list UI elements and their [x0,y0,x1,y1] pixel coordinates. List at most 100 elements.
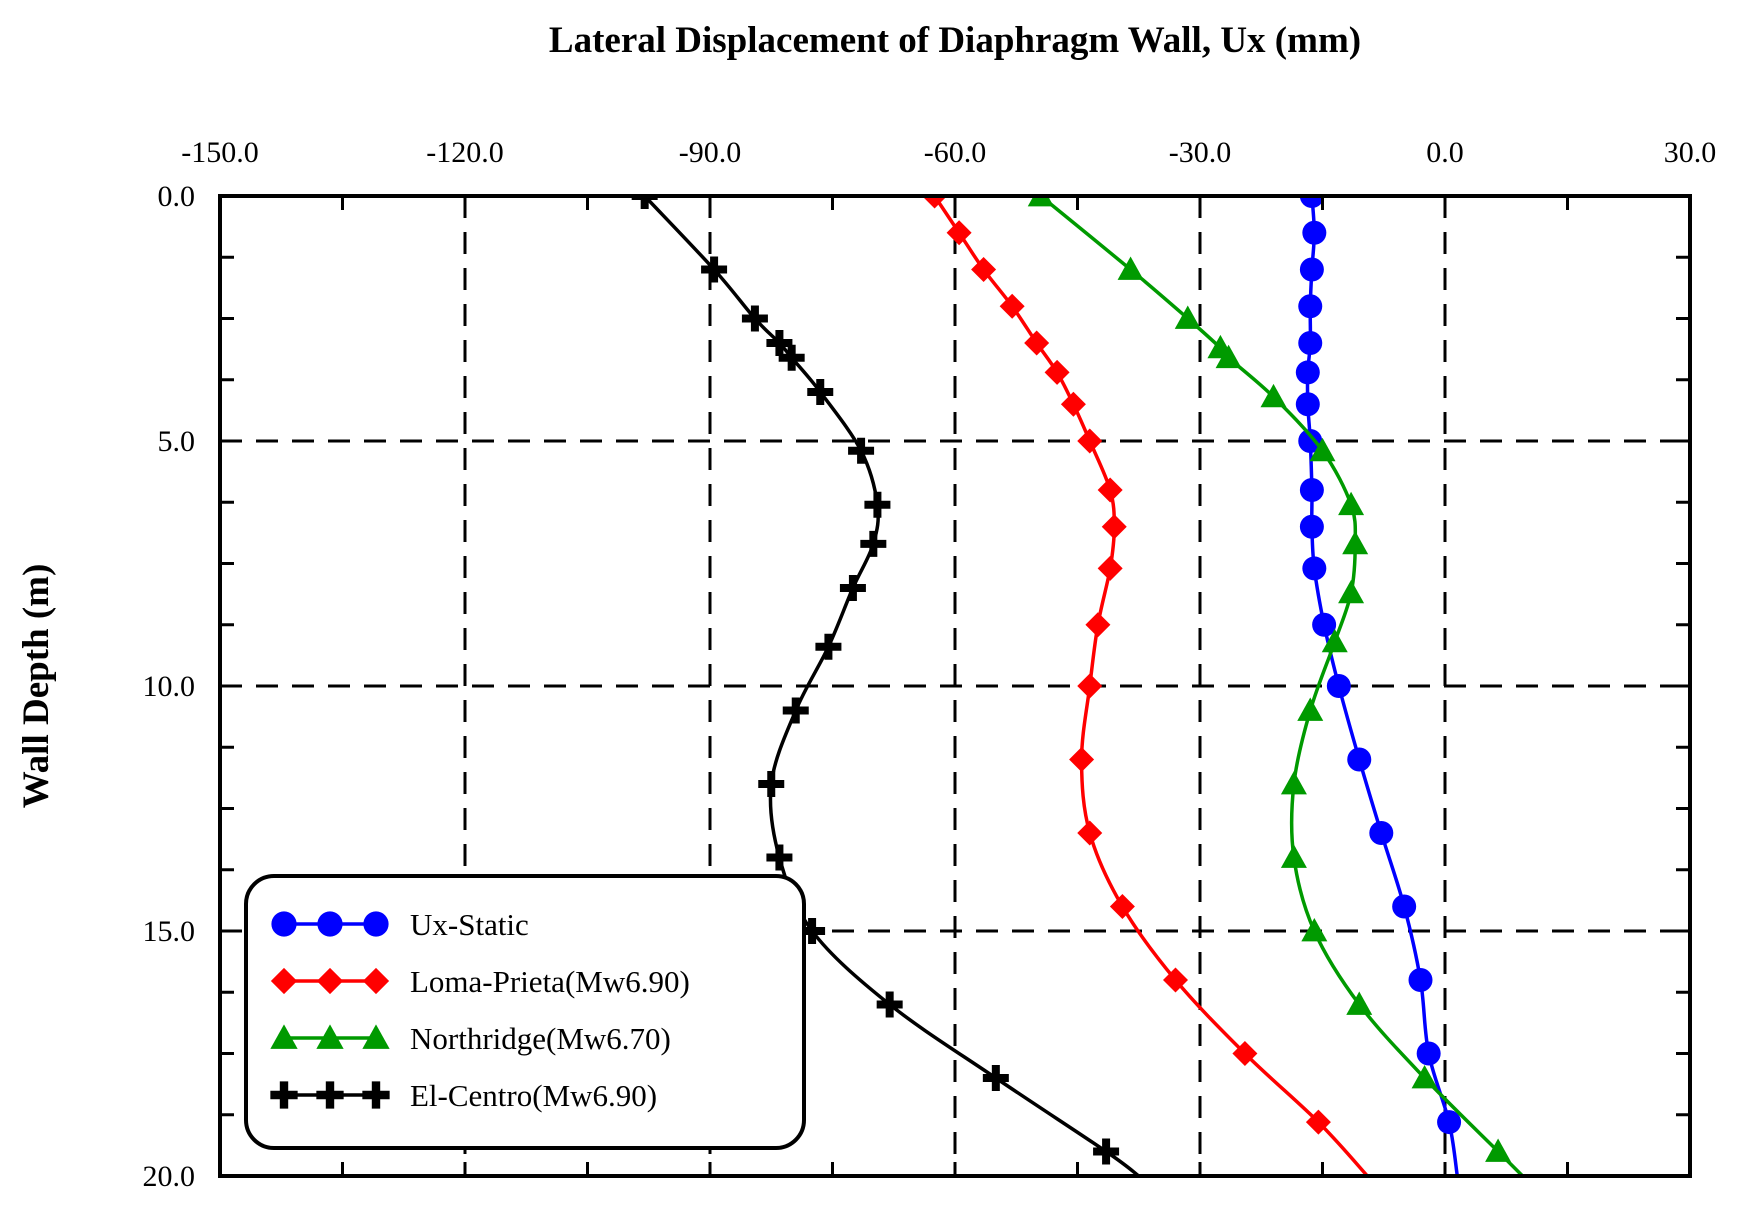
data-point [1299,257,1324,282]
data-point [1295,392,1320,417]
legend-marker [270,1081,298,1109]
data-point [1232,1041,1258,1066]
data-point [1101,514,1127,540]
legend-item: El-Centro(Mw6.90) [270,1078,657,1113]
y-tick-label: 5.0 [158,425,196,458]
legend-marker [317,911,343,937]
series-1 [922,196,1369,1176]
data-point [1301,918,1328,942]
data-point [741,305,768,332]
data-point [1338,579,1365,604]
data-point [876,991,903,1018]
data-point [1485,1138,1512,1162]
data-point [782,697,809,724]
x-tick-label: 0.0 [1426,136,1464,169]
legend-marker [316,967,344,995]
legend-item: Loma-Prieta(Mw6.90) [270,964,690,999]
data-point [1069,747,1095,772]
data-point [864,491,891,518]
data-point [1346,991,1373,1015]
legend: Ux-Static Loma-Prieta(Mw6.90) Northridge(M… [244,874,806,1150]
data-point [807,379,834,405]
plot-frame [218,194,1692,1178]
data-point [1109,894,1135,919]
data-point [1077,673,1103,699]
data-point [1299,478,1324,502]
data-point [1408,968,1433,992]
data-point [1060,391,1086,417]
data-point [799,918,826,944]
data-point [971,257,997,282]
legend-label: El-Centro(Mw6.90) [410,1078,657,1113]
plot-frame-group [218,194,1692,1178]
data-point [1163,967,1188,993]
y-tick-label: 15.0 [143,915,196,948]
data-point [631,196,658,209]
data-point [946,220,972,246]
data-point [848,437,875,464]
data-point [1302,220,1327,245]
data-point [1174,305,1201,329]
series-group [631,196,1524,1176]
data-point [1298,331,1323,355]
legend-item: Ux-Static [271,907,529,942]
data-point [1027,196,1054,207]
data-point [1411,1065,1438,1089]
y-tick-label: 20.0 [143,1160,196,1193]
grid-lines [220,196,1690,1176]
data-point [1085,612,1111,638]
data-point [1312,612,1337,637]
legend-marker [362,1081,390,1109]
data-point [860,530,887,557]
legend-label: Ux-Static [410,907,529,942]
data-point [1416,1041,1441,1066]
data-point [1215,344,1242,369]
x-tick-label: -90.0 [679,136,742,169]
data-point [766,330,793,356]
legend-marker [316,1081,344,1109]
data-point [701,256,728,283]
y-tick-label: 0.0 [158,180,196,213]
legend-box [244,874,806,1150]
data-point [1093,1138,1120,1165]
data-point [1295,360,1320,385]
data-point [1097,555,1123,581]
series-0 [1295,196,1462,1176]
data-point [1338,491,1365,516]
data-point [1437,1110,1462,1135]
data-point [1077,428,1103,454]
x-tick-label: -120.0 [426,136,504,169]
data-point [1260,383,1287,408]
data-point [815,633,842,660]
chart-title: Lateral Displacement of Diaphragm Wall, … [549,20,1361,61]
data-point [1077,820,1103,846]
data-point [1347,747,1372,772]
legend-marker [316,1024,344,1049]
series-2 [1027,196,1524,1176]
data-point [1024,330,1050,356]
data-point [1299,514,1324,539]
legend-label: Northridge(Mw6.70) [410,1021,671,1056]
y-axis-label: Wall Depth (m) [16,564,57,809]
data-point [922,196,948,209]
x-tick-label: 30.0 [1664,136,1717,169]
data-point [1298,429,1323,453]
legend-item: Northridge(Mw6.70) [270,1021,671,1056]
legend-marker [362,967,390,995]
legend-label: Loma-Prieta(Mw6.90) [410,964,690,999]
data-point [1297,697,1324,721]
data-point [758,771,785,797]
data-point [1309,437,1336,462]
legend-marker [271,911,297,937]
data-point [1369,821,1394,845]
legend-marker [270,967,298,995]
legend-marker [270,1024,298,1049]
data-point [1299,196,1324,208]
data-point [1305,1109,1331,1135]
data-point [1044,359,1070,385]
data-point [1326,674,1351,698]
legend-marker [363,911,389,937]
data-point [1392,894,1417,919]
data-point [778,344,805,371]
data-point [766,844,793,871]
